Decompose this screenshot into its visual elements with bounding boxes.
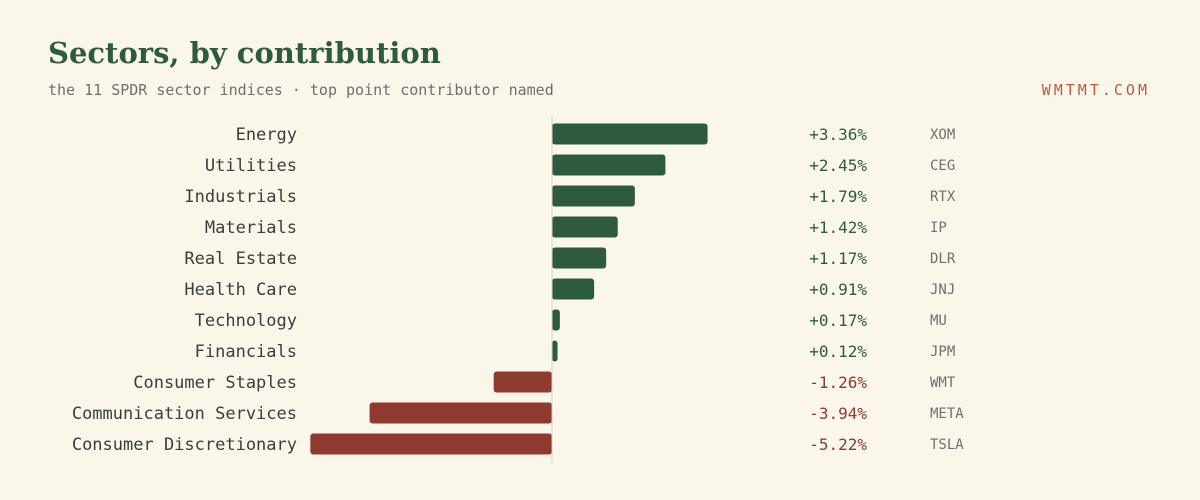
bar <box>310 433 552 455</box>
brand-link[interactable]: WMTMT.COM <box>1041 81 1150 99</box>
chart-subtitle: the 11 SPDR sector indices · top point c… <box>48 81 554 99</box>
ticker-label: WMT <box>930 375 956 391</box>
category-label: Technology <box>195 311 297 331</box>
value-label: +3.36% <box>809 125 867 144</box>
ticker-label: IP <box>930 220 947 236</box>
ticker-label: MU <box>930 313 947 329</box>
ticker-label: CEG <box>930 158 955 174</box>
bar <box>552 247 607 269</box>
category-label: Health Care <box>184 280 297 300</box>
value-label: -5.22% <box>809 435 867 454</box>
category-label: Energy <box>236 125 297 145</box>
value-label: +1.42% <box>809 218 867 237</box>
category-label: Materials <box>205 218 297 238</box>
value-label: -3.94% <box>809 404 867 423</box>
category-label: Real Estate <box>184 249 297 269</box>
bar <box>552 216 618 238</box>
bar <box>493 371 552 393</box>
category-label: Financials <box>195 342 297 362</box>
category-label: Consumer Staples <box>133 373 297 393</box>
ticker-label: JPM <box>930 344 955 360</box>
value-label: +0.12% <box>809 342 867 361</box>
chart-title: Sectors, by contribution <box>48 36 441 70</box>
bar <box>552 278 595 300</box>
ticker-label: XOM <box>930 127 955 143</box>
bar <box>552 123 708 145</box>
category-label: Consumer Discretionary <box>72 435 297 455</box>
category-label: Industrials <box>184 187 297 207</box>
ticker-label: TSLA <box>930 437 964 453</box>
bar <box>369 402 552 424</box>
category-label: Communication Services <box>72 404 297 424</box>
value-label: +2.45% <box>809 156 867 175</box>
bar <box>552 154 666 176</box>
ticker-label: RTX <box>930 189 956 205</box>
value-label: +0.17% <box>809 311 867 330</box>
ticker-label: META <box>930 406 964 422</box>
value-label: -1.26% <box>809 373 867 392</box>
bar <box>552 309 560 331</box>
bar <box>552 185 635 207</box>
ticker-label: DLR <box>930 251 956 267</box>
ticker-label: JNJ <box>930 282 955 298</box>
category-label: Utilities <box>205 156 297 176</box>
value-label: +1.17% <box>809 249 867 268</box>
bar <box>552 340 558 362</box>
value-label: +0.91% <box>809 280 867 299</box>
value-label: +1.79% <box>809 187 867 206</box>
